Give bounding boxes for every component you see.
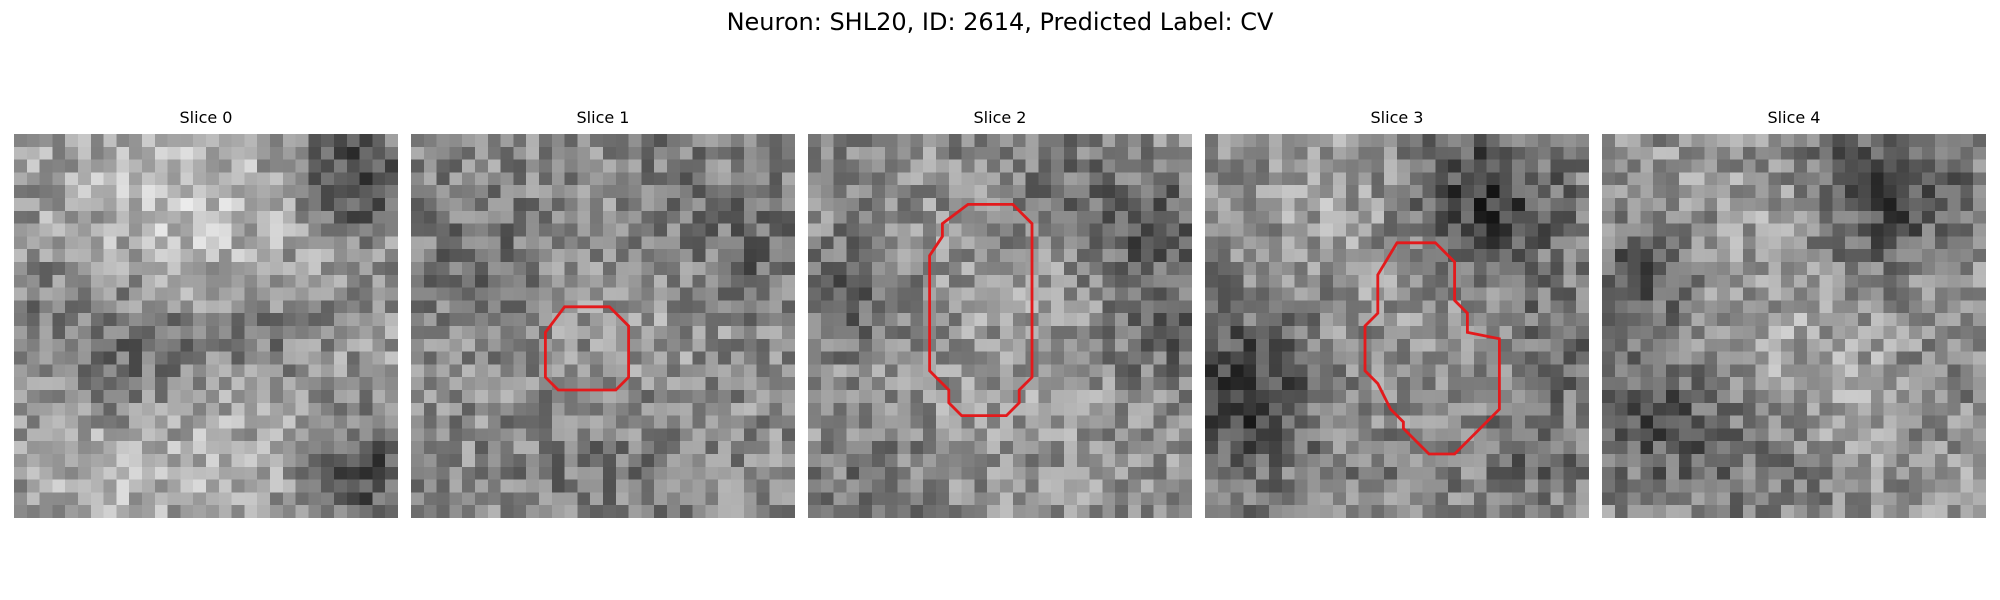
pixel-grid	[1205, 134, 1589, 518]
cell-contour-outline	[1363, 241, 1501, 456]
slice-image-4	[1602, 134, 1986, 518]
slice-panel-4: Slice 4	[1602, 106, 1986, 524]
slice-title: Slice 4	[1767, 108, 1821, 127]
slice-title: Slice 2	[973, 108, 1027, 127]
slice-image-1	[411, 134, 795, 518]
pixel-grid	[808, 134, 1192, 518]
cell-contour-outline	[928, 202, 1034, 418]
slice-title: Slice 3	[1370, 108, 1424, 127]
slice-image-2	[808, 134, 1192, 518]
cell-contour-outline	[543, 305, 631, 392]
slice-panel-3: Slice 3	[1205, 106, 1589, 524]
slice-panel-2: Slice 2	[808, 106, 1192, 524]
slice-panel-1: Slice 1	[411, 106, 795, 524]
slice-panel-0: Slice 0	[14, 106, 398, 524]
slice-image-0	[14, 134, 398, 518]
slice-image-3	[1205, 134, 1589, 518]
slice-title: Slice 0	[179, 108, 233, 127]
pixel-grid	[411, 134, 795, 518]
pixel-grid	[14, 134, 398, 518]
figure-title: Neuron: SHL20, ID: 2614, Predicted Label…	[726, 8, 1274, 36]
slice-title: Slice 1	[576, 108, 630, 127]
pixel-grid	[1602, 134, 1986, 518]
